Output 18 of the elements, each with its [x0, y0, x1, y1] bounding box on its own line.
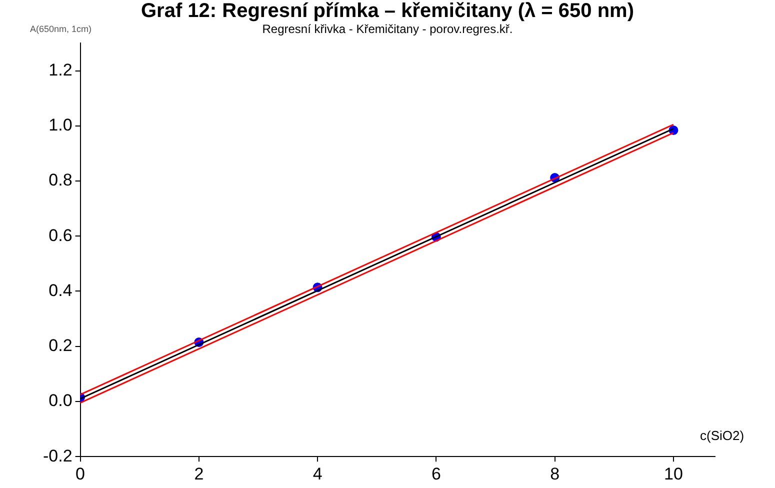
y-tick-label: 0.4 [48, 280, 72, 300]
y-axis-title: A(650nm, 1cm) [30, 24, 92, 34]
y-tick-label: 1.0 [48, 116, 72, 135]
x-tick-label: 2 [194, 464, 204, 484]
x-tick-label: 10 [664, 464, 683, 484]
chart-title: Graf 12: Regresní přímka – křemičitany (λ = 650 nm) [140, 0, 635, 22]
y-tick-label: 0.2 [48, 336, 72, 356]
x-tick-label: 8 [550, 464, 560, 484]
y-tick-label: 0.6 [48, 226, 72, 245]
y-tick-label: 0.8 [48, 170, 72, 190]
x-tick-label: 4 [312, 464, 322, 484]
y-tick-label: 0.0 [48, 391, 72, 410]
chart-subtitle: Regresní křivka - Křemičitany - porov.regres.kř. [262, 22, 513, 36]
x-tick-label: 6 [431, 464, 441, 484]
y-tick-label: -0.2 [42, 446, 72, 466]
x-axis-title: c(SiO2) [700, 428, 744, 443]
x-tick-label: 0 [76, 464, 86, 484]
y-tick-label: 1.2 [48, 60, 72, 80]
